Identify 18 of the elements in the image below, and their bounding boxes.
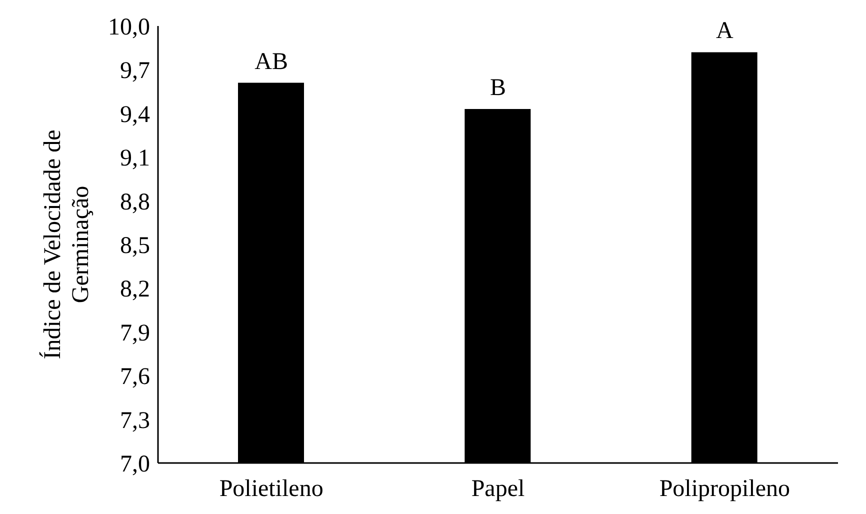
annotation: A (716, 18, 734, 44)
y-tick-label: 7,6 (120, 364, 150, 390)
y-tick-label: 9,1 (120, 146, 150, 172)
annotation: AB (254, 48, 288, 75)
y-tick-label: 7,3 (120, 408, 150, 434)
y-tick-label: 9,4 (120, 102, 150, 128)
y-tick-label: 8,5 (120, 233, 150, 260)
y-axis-title: Índice de Velocidade de Germinação (39, 130, 94, 360)
y-tick-label: 8,2 (120, 276, 150, 303)
y-tick-label: 9,7 (120, 58, 150, 84)
y-tick-label: 10,0 (108, 14, 150, 41)
y-tick-label: 8,8 (120, 189, 150, 216)
x-tick-label: Papel (471, 476, 525, 502)
x-tick-label: Polietileno (219, 476, 324, 502)
y-tick-label: 7,9 (120, 320, 150, 346)
annotation: B (490, 75, 506, 102)
y-tick-label: 7,0 (120, 452, 150, 478)
x-tick-label: Polipropileno (659, 476, 790, 502)
